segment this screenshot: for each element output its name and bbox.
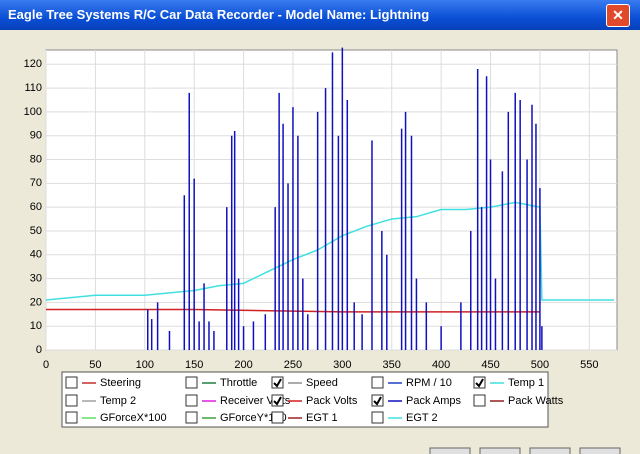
legend-label: Pack Watts [508,395,564,407]
legend-checkbox[interactable] [271,394,284,407]
legend-label: Throttle [220,377,257,389]
chart: 0 10 20 30 40 50 60 70 80 90 100 110 120 0 50 100 150 200… [24,47,621,454]
x-tick-label: 150 [185,359,203,371]
legend-label: Pack Volts [306,395,358,407]
y-tick-label: 20 [30,296,42,308]
y-tick-label: 110 [24,82,42,94]
legend-label: Steering [100,377,141,389]
legend-checkbox[interactable] [371,411,384,424]
y-tick-label: 90 [30,130,42,142]
legend-box [61,371,549,428]
x-tick-label: 300 [333,359,351,371]
legend-checkbox[interactable] [65,411,78,424]
legend-checkbox[interactable] [473,376,486,389]
y-tick-label: 0 [36,344,42,356]
legend-checkbox[interactable] [371,394,384,407]
check-mark [273,396,282,406]
x-tick-label: 100 [136,359,154,371]
legend-checkbox[interactable] [185,376,198,389]
y-tick-label: 10 [30,320,42,332]
x-tick-label: 400 [432,359,450,371]
y-tick-label: 70 [30,177,42,189]
button[interactable] [529,447,571,454]
legend-checkbox[interactable] [185,411,198,424]
legend-label: RPM / 10 [406,377,452,389]
window-title: Eagle Tree Systems R/C Car Data Recorder… [8,7,430,22]
y-tick-label: 60 [30,201,42,213]
y-tick-label: 40 [30,249,42,261]
title-bar: Eagle Tree Systems R/C Car Data Recorder… [0,0,640,30]
legend-label: Temp 2 [100,395,136,407]
legend-checkbox[interactable] [371,376,384,389]
x-tick-label: 450 [481,359,499,371]
x-tick-label: 200 [234,359,252,371]
y-tick-label: 80 [30,153,42,165]
button[interactable] [579,447,621,454]
x-tick-label: 550 [580,359,598,371]
plot-area [45,49,618,351]
legend-label: Speed [306,377,338,389]
legend-checkbox[interactable] [271,411,284,424]
legend-label: GForceX*100 [100,412,167,424]
y-tick-label: 30 [30,272,42,284]
y-tick-label: 50 [30,225,42,237]
button[interactable] [479,447,521,454]
legend-label: EGT 1 [306,412,338,424]
legend-checkbox[interactable] [65,394,78,407]
legend-checkbox[interactable] [185,394,198,407]
legend-checkbox[interactable] [473,394,486,407]
y-tick-label: 120 [24,58,42,70]
button[interactable] [429,447,471,454]
x-tick-label: 350 [383,359,401,371]
line [46,308,540,313]
legend-label: Temp 1 [508,377,544,389]
legend-label: Pack Amps [406,395,462,407]
x-tick-label: 50 [89,359,101,371]
legend-label: GForceY*100 [220,412,287,424]
x-tick-label: 0 [43,359,49,371]
legend-label: EGT 2 [406,412,438,424]
check-mark [475,378,484,388]
close-button[interactable]: ✕ [606,4,630,27]
x-tick-label: 250 [284,359,302,371]
check-mark [373,396,382,406]
check-mark [273,378,282,388]
y-tick-label: 100 [24,106,42,118]
legend-checkbox[interactable] [271,376,284,389]
x-tick-label: 500 [531,359,549,371]
legend-checkbox[interactable] [65,376,78,389]
